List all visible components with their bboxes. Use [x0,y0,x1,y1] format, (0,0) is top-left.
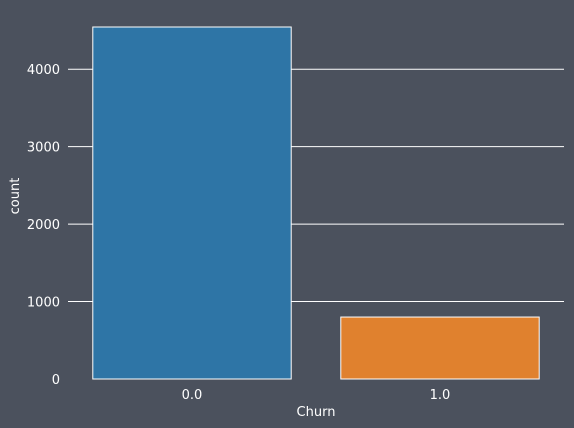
bar-0.0 [92,26,292,380]
y-tick-label: 4000 [27,63,60,78]
bars [92,26,540,380]
bar-1.0 [340,316,540,380]
y-tick-label: 2000 [27,218,60,233]
x-tick-label: 1.0 [430,388,451,403]
y-tick-labels: 0 1000 2000 3000 4000 [27,63,60,388]
x-tick-label: 0.0 [182,388,203,403]
y-tick-label: 0 [52,373,60,388]
y-tick-label: 1000 [27,296,60,311]
x-tick-labels: 0.0 1.0 [182,388,451,403]
y-axis-label: count [8,178,23,215]
x-axis-label: Churn [297,405,336,420]
y-tick-label: 3000 [27,141,60,156]
